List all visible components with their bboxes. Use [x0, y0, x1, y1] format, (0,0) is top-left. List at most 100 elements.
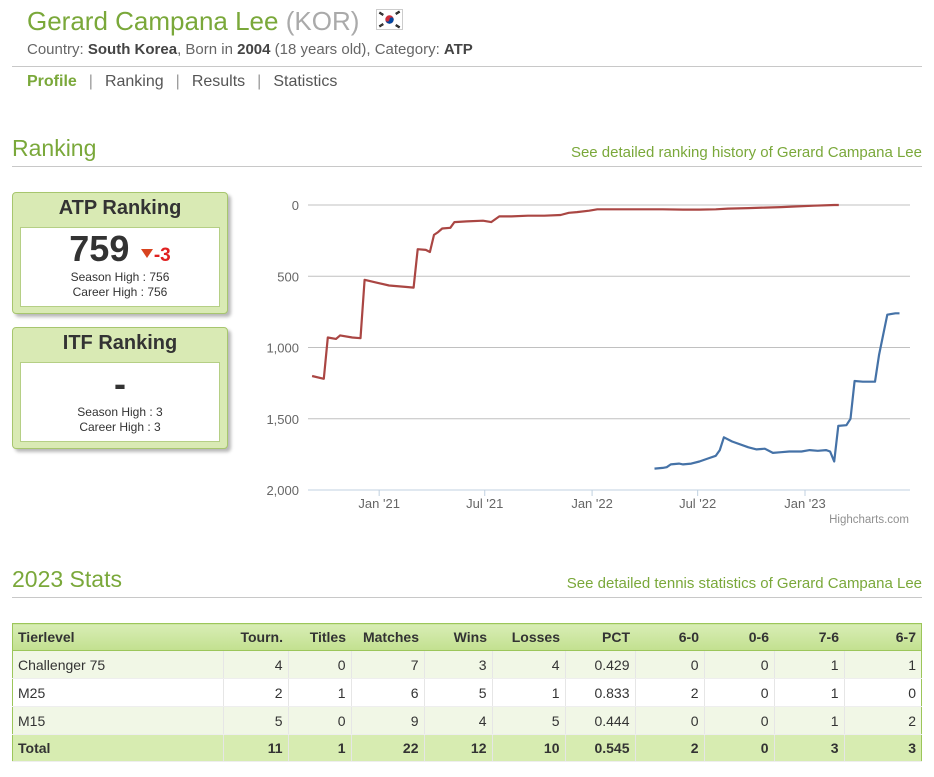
- stat-cell: 0.444: [565, 706, 636, 735]
- x-tick-label: Jan '21: [358, 496, 400, 511]
- born-label: , Born in: [177, 41, 233, 58]
- category-value: ATP: [443, 41, 473, 58]
- profile-nav: Profile | Ranking | Results | Statistics: [27, 73, 337, 91]
- total-cell: 0: [704, 734, 775, 762]
- table-row: Challenger 75 4 0 7 3 4 0.429 0 0 1 1: [12, 650, 922, 679]
- table-row: M25 2 1 6 5 1 0.833 2 0 1 0: [12, 678, 922, 707]
- x-tick-label: Jan '22: [571, 496, 613, 511]
- stat-cell: 2: [223, 678, 289, 707]
- total-cell: 3: [844, 734, 922, 762]
- stat-cell: 1: [774, 678, 845, 707]
- itf-career-high: Career High : 3: [79, 420, 161, 434]
- player-name: Gerard Campana Lee (KOR): [27, 6, 359, 37]
- total-cell: 10: [492, 734, 566, 762]
- x-tick-label: Jan '23: [784, 496, 826, 511]
- ranking-section-title: Ranking: [12, 135, 97, 161]
- tab-results[interactable]: Results: [191, 73, 246, 90]
- stat-cell: 1: [774, 706, 845, 735]
- col-header: PCT: [565, 623, 635, 651]
- col-header: 6-0: [635, 623, 704, 651]
- total-cell: 12: [424, 734, 493, 762]
- country-value: South Korea: [87, 41, 178, 58]
- ranking-chart: 0 500 1,000 1,500 2,000 Jan '21 Jul '21 Jan '22…: [266, 198, 910, 526]
- stat-cell: 2: [635, 678, 705, 707]
- y-tick-label: 1,500: [266, 412, 299, 427]
- stat-cell: 0: [844, 678, 922, 707]
- tierlevel-cell: M15: [12, 706, 224, 735]
- atp-ranking-value: 759: [69, 228, 130, 269]
- nav-separator: |: [257, 73, 262, 90]
- stat-cell: 0: [288, 650, 352, 679]
- stat-cell: 7: [351, 650, 425, 679]
- stats-detail-link[interactable]: See detailed tennis statistics of Gerard…: [566, 575, 922, 592]
- stat-cell: 4: [492, 650, 566, 679]
- highcharts-credits: Highcharts.com: [829, 514, 909, 526]
- total-cell: 11: [223, 734, 289, 762]
- stats-section-title: 2023 Stats: [12, 566, 122, 592]
- south-korea-flag-icon: [376, 9, 403, 30]
- itf-ranking-title: ITF Ranking: [62, 332, 178, 354]
- x-tick-label: Jul '21: [466, 496, 503, 511]
- ranking-history-link[interactable]: See detailed ranking history of Gerard C…: [570, 144, 922, 161]
- tab-statistics[interactable]: Statistics: [273, 73, 338, 90]
- total-cell: 0.545: [565, 734, 636, 762]
- tierlevel-cell: Challenger 75: [12, 650, 224, 679]
- stat-cell: 9: [351, 706, 425, 735]
- stat-cell: 0.833: [565, 678, 636, 707]
- ranking-divider: [12, 166, 922, 167]
- player-name-text: Gerard Campana Lee: [27, 6, 279, 36]
- stat-cell: 5: [223, 706, 289, 735]
- col-header: Titles: [288, 623, 351, 651]
- stat-cell: 6: [351, 678, 425, 707]
- nav-separator: |: [88, 73, 93, 90]
- col-header: 7-6: [774, 623, 844, 651]
- tab-ranking[interactable]: Ranking: [104, 73, 164, 90]
- country-label: Country:: [27, 41, 84, 58]
- stat-cell: 4: [424, 706, 493, 735]
- itf-season-high: Season High : 3: [77, 405, 163, 419]
- atp-ranking-row: 759 -3: [21, 228, 219, 270]
- player-country-code: (KOR): [285, 6, 360, 36]
- stat-cell: 1: [288, 678, 352, 707]
- total-label: Total: [12, 734, 224, 762]
- total-cell: 1: [288, 734, 352, 762]
- stat-cell: 1: [492, 678, 566, 707]
- col-header: Losses: [492, 623, 565, 651]
- itf-ranking-value: -: [114, 363, 126, 404]
- atp-ranking-change: -3: [153, 245, 171, 266]
- nav-separator: |: [175, 73, 180, 90]
- atp-career-high: Career High : 756: [72, 285, 168, 299]
- stat-cell: 0: [704, 678, 775, 707]
- tab-profile[interactable]: Profile: [27, 73, 77, 90]
- itf-ranking-row: -: [21, 363, 219, 405]
- itf-ranking-inner: - Season High : 3 Career High : 3: [20, 362, 220, 442]
- col-header: Wins: [424, 623, 492, 651]
- x-tick-label: Jul '22: [679, 496, 716, 511]
- stats-body: Challenger 75 4 0 7 3 4 0.429 0 0 1 1 M25 2 1 6 5 1 0.833…: [12, 650, 922, 762]
- total-row: Total 11 1 22 12 10 0.545 2 0 3 3: [12, 734, 922, 762]
- itf-ranking-box: ITF Ranking - Season High : 3 Career Hig…: [12, 327, 228, 449]
- stat-cell: 3: [424, 650, 493, 679]
- stat-cell: 0: [704, 650, 775, 679]
- atp-ranking-inner: 759 -3 Season High : 756 Career High : 7…: [20, 227, 220, 307]
- col-header: Tierlevel: [12, 623, 223, 651]
- col-header: Tourn.: [223, 623, 288, 651]
- born-year: 2004: [237, 41, 271, 58]
- series-line-1: [311, 203, 839, 380]
- col-header: 6-7: [844, 623, 922, 651]
- atp-ranking-title: ATP Ranking: [58, 197, 182, 219]
- stats-table: Tierlevel Tourn. Titles Matches Wins Los…: [12, 623, 922, 762]
- series-line-2: [654, 312, 900, 470]
- total-cell: 3: [774, 734, 845, 762]
- player-info: Country: South Korea, Born in 2004 (18 y…: [27, 41, 473, 58]
- stat-cell: 0: [635, 706, 705, 735]
- col-header: Matches: [351, 623, 424, 651]
- total-cell: 2: [635, 734, 705, 762]
- stat-cell: 5: [424, 678, 493, 707]
- y-tick-label: 0: [292, 198, 299, 213]
- y-tick-label: 2,000: [266, 483, 299, 498]
- player-age: (18 years old): [274, 41, 367, 58]
- stat-cell: 0: [704, 706, 775, 735]
- category-label: , Category:: [366, 41, 440, 58]
- y-tick-label: 500: [277, 269, 299, 284]
